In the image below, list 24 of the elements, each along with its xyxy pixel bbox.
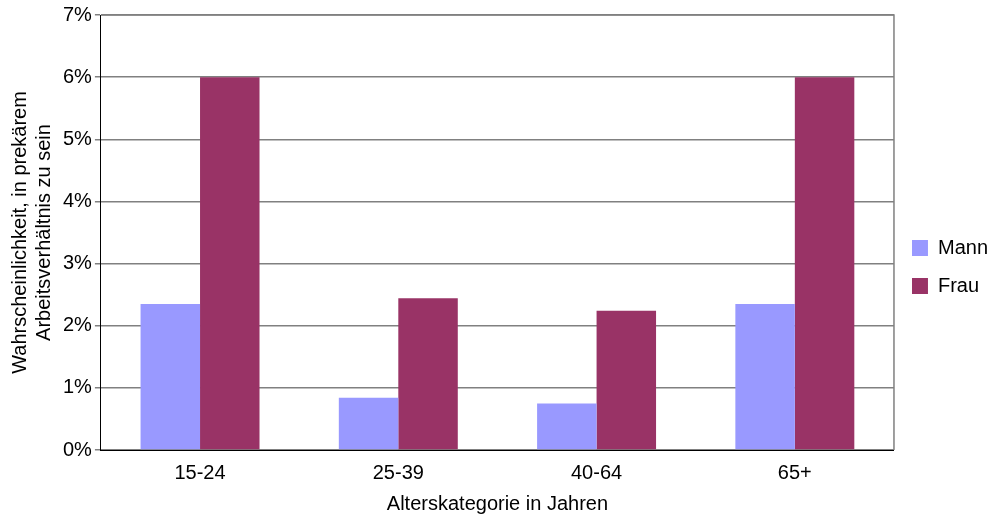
x-tick-label: 15-24 [174, 460, 226, 483]
bar [398, 298, 458, 450]
x-axis-title: Alterskategorie in Jahren [386, 491, 609, 514]
x-tick-label: 40-64 [570, 460, 623, 483]
bar [140, 303, 201, 450]
y-tick-label: 1% [63, 375, 93, 398]
y-tick-label: 4% [63, 188, 93, 211]
legend-label: Frau [937, 273, 980, 296]
y-tick-label: 7% [63, 2, 93, 25]
bar [338, 397, 399, 450]
y-tick-label: 2% [63, 313, 93, 336]
x-tick-label: 25-39 [372, 460, 424, 483]
y-axis-title: Wahrscheinlichkeit, in prekärem Arbeitsverhältnis zu sein [7, 91, 54, 374]
bar [200, 77, 260, 450]
x-tick-label: 65+ [777, 460, 812, 483]
bar [794, 77, 855, 450]
y-tick-label: 6% [63, 64, 93, 87]
bar [596, 310, 657, 450]
y-tick-label: 0% [63, 437, 93, 460]
legend-label: Mann [937, 235, 988, 258]
y-tick-label: 3% [63, 251, 93, 274]
bar [537, 403, 597, 450]
bar [735, 303, 795, 450]
y-tick-label: 5% [63, 126, 93, 149]
